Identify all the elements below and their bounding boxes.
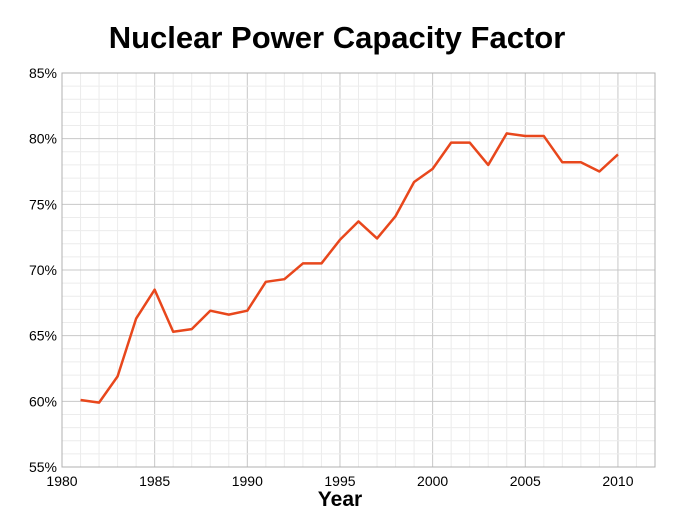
y-tick-label: 55% [29, 459, 57, 475]
plot-frame [61, 72, 656, 468]
series-line [80, 132, 619, 404]
y-tick-label: 80% [29, 131, 57, 147]
x-tick-label: 2005 [510, 473, 541, 489]
x-tick-label: 1990 [232, 473, 263, 489]
y-tick-label: 75% [29, 196, 57, 212]
x-tick-label: 2010 [602, 473, 633, 489]
x-axis-label: Year [318, 488, 362, 511]
x-tick-label: 1985 [139, 473, 170, 489]
y-tick-label: 60% [29, 393, 57, 409]
x-tick-label: 1980 [46, 473, 77, 489]
x-tick-label: 2000 [417, 473, 448, 489]
x-tick-label: 1995 [324, 473, 355, 489]
y-tick-label: 85% [29, 65, 57, 81]
y-tick-label: 65% [29, 328, 57, 344]
y-tick-label: 70% [29, 262, 57, 278]
chart-title: Nuclear Power Capacity Factor [109, 20, 566, 55]
